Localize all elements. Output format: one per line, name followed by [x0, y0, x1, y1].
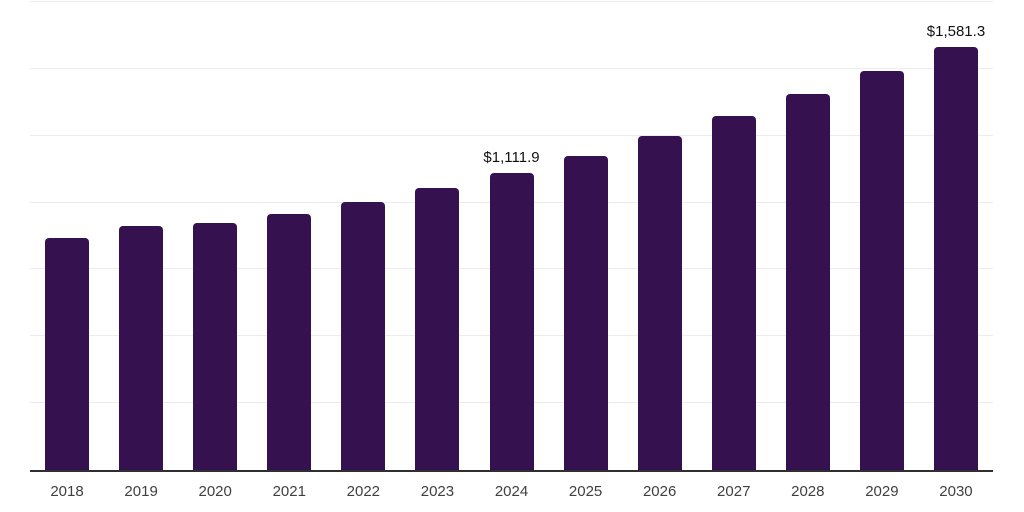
x-tick-2025: 2025 [568, 483, 603, 500]
bar-band-2027 [697, 0, 771, 470]
bar-2024 [489, 172, 534, 470]
bar-2029 [859, 71, 904, 470]
bar-2026 [637, 135, 682, 470]
x-tick-2021: 2021 [272, 483, 306, 500]
x-tick-2030: 2030 [939, 483, 973, 500]
gridline-1750 [30, 1, 993, 2]
bar-2023 [415, 188, 460, 470]
bar-band-2026 [623, 0, 697, 470]
bar-band-2018 [30, 0, 104, 470]
bar-2019 [119, 226, 164, 470]
bar-band-2030: $1,581.3 [919, 0, 993, 470]
bar-band-2021 [252, 0, 326, 470]
bar-2025 [563, 155, 608, 470]
x-axis-labels: 2018 2019 2020 2021 2022 2023 2024 2025 2026 2027… [30, 484, 993, 499]
x-tick-2020: 2020 [198, 483, 232, 500]
x-tick-2024: 2024 [494, 483, 529, 500]
gridline-1250 [30, 134, 993, 136]
bar-2021 [267, 213, 312, 470]
bar-2028 [785, 93, 830, 470]
x-tick-2028: 2028 [791, 483, 825, 500]
data-label-2030: $1,581.3 [926, 23, 986, 41]
x-tick-2022: 2022 [346, 483, 381, 500]
bar-band-2025 [549, 0, 623, 470]
bar-band-2024: $1,111.9 [474, 0, 548, 470]
x-tick-2026: 2026 [642, 483, 677, 500]
x-tick-2018: 2018 [50, 483, 84, 500]
gridline-1500 [30, 67, 993, 69]
plot-area: $1,111.9 $1,581.3 [30, 0, 993, 472]
data-label-2024: $1,111.9 [483, 148, 540, 166]
bar-series: $1,111.9 $1,581.3 [30, 0, 993, 470]
x-tick-2023: 2023 [420, 483, 455, 500]
bar-2020 [193, 222, 238, 470]
bar-2030 [933, 47, 978, 470]
x-tick-2029: 2029 [865, 483, 899, 500]
bar-band-2028 [771, 0, 845, 470]
bar-2018 [45, 237, 90, 470]
bar-band-2029 [845, 0, 919, 470]
bar-2022 [341, 201, 386, 470]
x-axis-line [30, 470, 993, 472]
x-tick-2019: 2019 [124, 483, 158, 500]
bar-band-2019 [104, 0, 178, 470]
bar-2027 [711, 116, 756, 470]
bar-band-2020 [178, 0, 252, 470]
bar-band-2023 [400, 0, 474, 470]
x-tick-2027: 2027 [717, 483, 751, 500]
bar-band-2022 [326, 0, 400, 470]
